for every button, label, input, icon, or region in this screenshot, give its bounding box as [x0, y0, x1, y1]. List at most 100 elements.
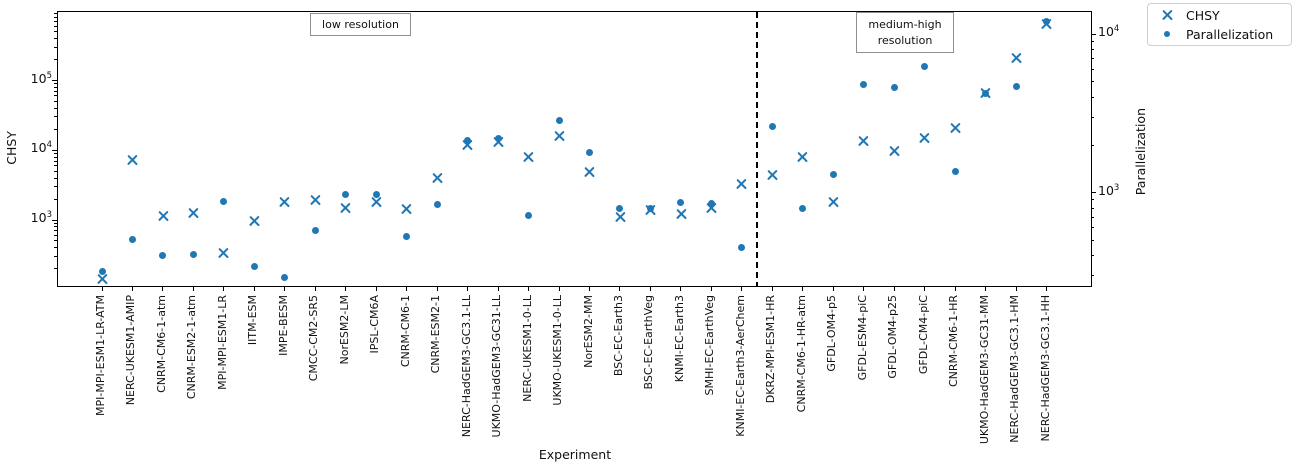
x-axis-tick [589, 286, 591, 291]
legend-item-parallelization: Parallelization [1148, 25, 1291, 43]
x-tick-label: NorESM2-LM [337, 295, 351, 365]
left-axis-minor-tick [54, 95, 57, 97]
x-axis-tick [467, 286, 469, 291]
chsy-x-marker [158, 211, 168, 221]
chsy-x-marker [676, 209, 686, 219]
legend-label-parallelization: Parallelization [1186, 26, 1274, 42]
chsy-x-marker [432, 173, 442, 183]
x-axis-tick [101, 286, 103, 291]
x-tick-label: CNRM-CM6-1-HR [947, 295, 961, 388]
x-tick-label: CNRM-CM6-1-HR-atm [794, 295, 808, 413]
left-axis-title: CHSY [4, 131, 19, 165]
left-axis-minor-tick [54, 268, 57, 270]
left-axis-minor-tick [54, 240, 57, 242]
parallelization-dot-marker [586, 148, 594, 156]
right-axis-minor-tick [1091, 227, 1094, 229]
chsy-x-marker [219, 248, 229, 258]
left-axis-minor-tick [54, 25, 57, 27]
x-tick-label: GFDL-ESM4-piC [855, 295, 869, 381]
x-axis-tick [314, 286, 316, 291]
x-tick-label: NERC-HadGEM3-GC3.1-LL [459, 295, 473, 438]
parallelization-dot-marker [250, 263, 258, 271]
parallelization-dot-marker [860, 81, 868, 89]
chsy-x-marker [859, 136, 869, 146]
right-axis-minor-tick [1091, 199, 1094, 201]
parallelization-dot-marker [464, 136, 472, 144]
legend-dot-marker-icon [1148, 31, 1186, 37]
left-axis-minor-tick [54, 38, 57, 39]
parallelization-dot-marker [220, 197, 228, 205]
parallelization-dot-marker [189, 250, 197, 258]
right-axis-minor-tick [1091, 96, 1094, 98]
parallelization-dot-marker [372, 191, 380, 199]
x-tick-label: IMPE-BESM [276, 295, 290, 356]
x-tick-label: GFDL-OM4-p25 [886, 295, 900, 379]
x-axis-tick [680, 286, 682, 291]
x-tick-label: CNRM-ESM2-1 [429, 295, 443, 374]
chsy-x-marker [97, 275, 107, 285]
left-axis-minor-tick [54, 198, 57, 200]
parallelization-dot-marker [768, 123, 776, 131]
left-axis-title-box: CHSY [4, 11, 19, 285]
left-axis-minor-tick [54, 152, 57, 154]
parallelization-dot-marker [1043, 18, 1051, 26]
right-axis-minor-tick [1091, 255, 1094, 257]
right-axis-major-tick [1091, 192, 1096, 194]
x-marker-icon [1162, 10, 1172, 20]
x-axis-tick [162, 286, 164, 291]
chsy-x-marker [341, 203, 351, 213]
x-tick-label: MPI-MPI-ESM1-LR [215, 295, 229, 390]
chsy-x-marker [371, 197, 381, 207]
parallelization-dot-marker [616, 205, 624, 213]
x-tick-label: KNMI-EC-Earth3-AerChem [733, 295, 747, 437]
chsy-x-marker [280, 197, 290, 207]
x-tick-label: GFDL-CM4-piC [916, 295, 930, 375]
left-axis-minor-tick [54, 234, 57, 236]
right-axis-minor-tick [1091, 116, 1094, 118]
chsy-x-marker [402, 204, 412, 214]
left-axis-minor-tick [54, 247, 57, 249]
left-axis-minor-tick [54, 255, 57, 257]
x-tick-label: SMHI-EC-EarthVeg [703, 295, 717, 396]
chsy-x-marker [920, 133, 930, 143]
chsy-x-marker [127, 155, 137, 165]
left-axis-major-tick [52, 219, 57, 221]
x-axis-tick [375, 286, 377, 291]
right-axis-minor-tick [1091, 275, 1094, 277]
left-axis-minor-tick [54, 107, 57, 109]
chsy-x-marker [767, 170, 777, 180]
parallelization-dot-marker [159, 252, 167, 260]
chart-legend: CHSY Parallelization [1147, 3, 1292, 46]
left-axis-minor-tick [54, 156, 57, 158]
x-axis-tick [284, 286, 286, 291]
x-axis-tick [802, 286, 804, 291]
chsy-x-marker [310, 195, 320, 205]
x-axis-tick [985, 286, 987, 291]
right-axis-minor-tick [1091, 207, 1094, 209]
x-tick-label: IPSL-CM6A [368, 295, 382, 354]
x-axis-tick [345, 286, 347, 291]
x-axis-tick [954, 286, 956, 291]
right-axis-minor-tick [1091, 41, 1094, 43]
parallelization-dot-marker [342, 191, 350, 199]
x-axis-tick [528, 286, 530, 291]
x-tick-label: NERC-UKESM1-0-LL [520, 295, 534, 402]
left-axis-minor-tick [54, 160, 57, 162]
chsy-x-marker [1011, 53, 1021, 63]
parallelization-dot-marker [128, 235, 136, 243]
right-axis-minor-tick [1091, 81, 1094, 83]
left-axis-minor-tick [54, 170, 57, 172]
x-axis-tick [436, 286, 438, 291]
legend-x-marker-icon [1148, 10, 1186, 20]
x-tick-label: NERC-UKESM1-AMIP [124, 295, 138, 406]
annotation-medium-high-resolution: medium-high resolution [856, 12, 954, 53]
left-axis-minor-tick [54, 59, 57, 60]
right-axis-minor-tick [1091, 144, 1094, 146]
left-axis-minor-tick [54, 230, 57, 232]
x-axis-tick [619, 286, 621, 291]
x-axis-tick [893, 286, 895, 291]
dot-marker-icon [1164, 31, 1170, 37]
left-axis-minor-tick [54, 83, 57, 85]
parallelization-dot-marker [646, 205, 654, 213]
